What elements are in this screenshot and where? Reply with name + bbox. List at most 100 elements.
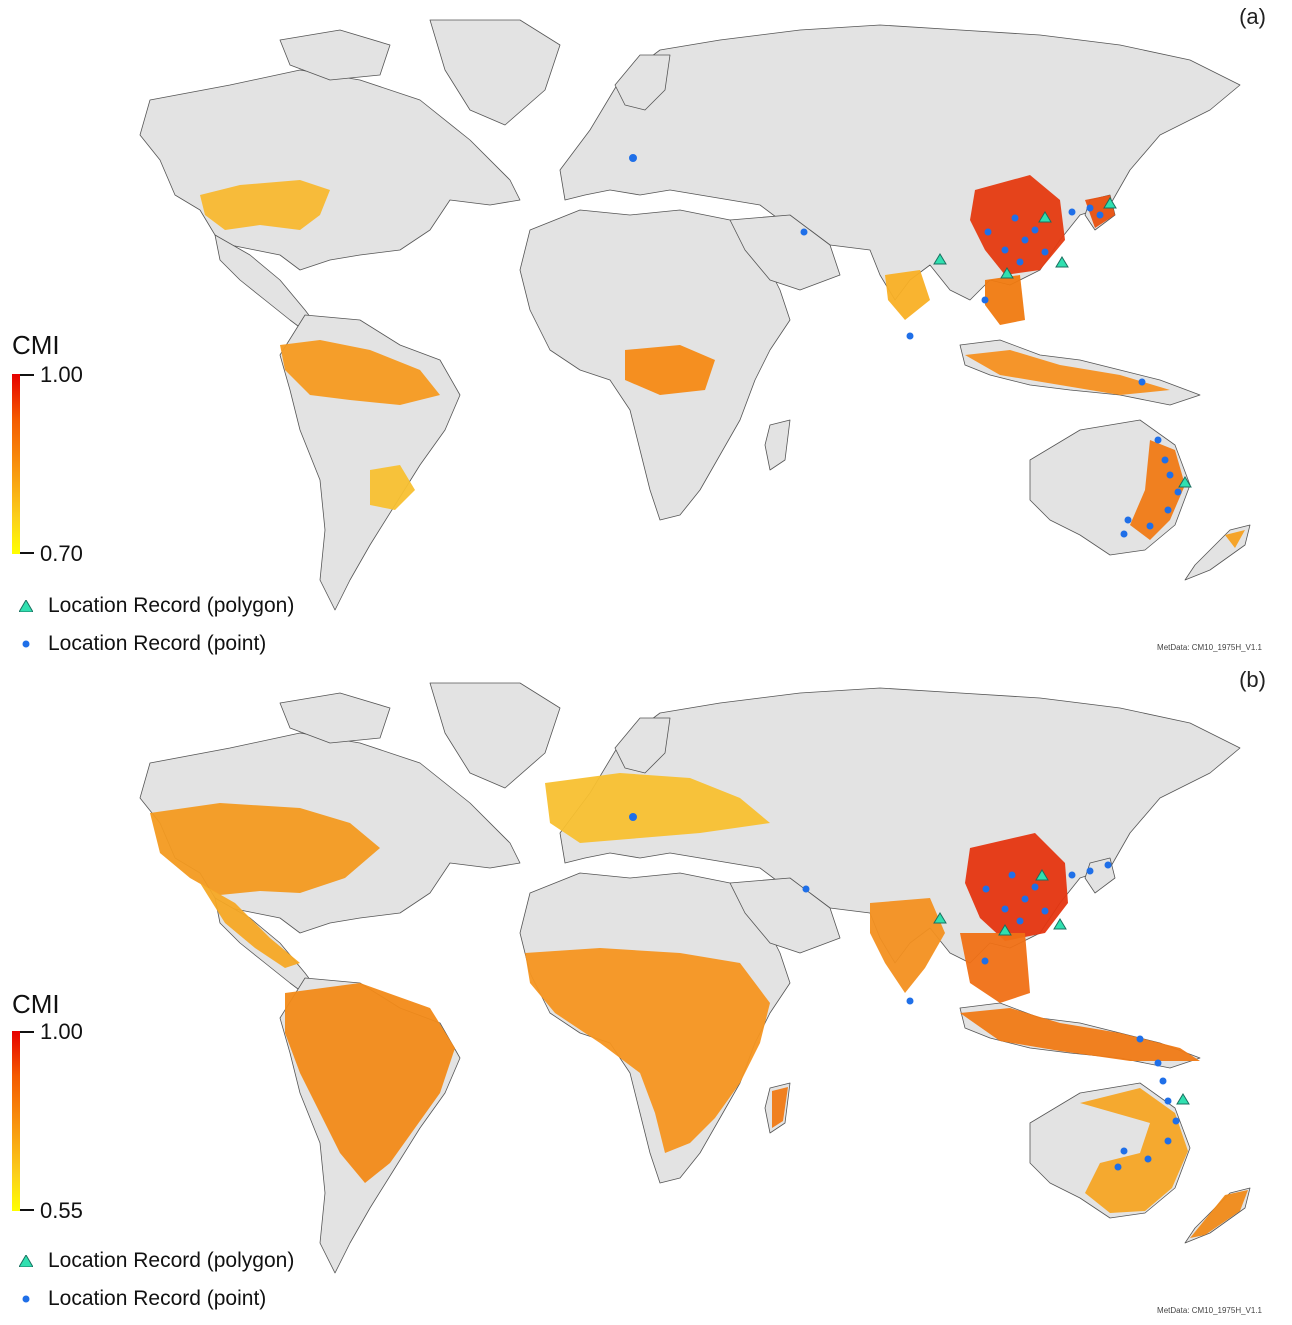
point-marker [1016,917,1024,925]
polygon-marker [1103,197,1117,209]
point-marker [1154,1059,1162,1067]
point-marker [1120,1147,1128,1155]
triangle-icon [12,600,40,612]
point-marker [981,296,989,304]
point-marker [1144,1155,1152,1163]
panel-label-a: (a) [1239,4,1266,29]
colorbar-tick-min-b [20,1209,34,1211]
cmi-area-indonesia [960,1008,1200,1061]
cmi-area-northern-sa [280,340,440,405]
point-marker [1086,204,1094,212]
polygon-marker [933,912,947,924]
legend-point-label-b: Location Record (point) [48,1287,267,1310]
polygon-marker [1035,869,1049,881]
dot-icon [12,1294,40,1304]
cmi-area-south-america [285,983,455,1183]
colorbar-tick-min-a [20,552,34,554]
cmi-suitability-areas [150,773,1248,1238]
cmi-area-india [885,270,930,320]
panel-label-b: (b) [1239,667,1266,692]
cmi-area-southeast-brazil [370,465,415,510]
metadata-label-a: MetData: CM10_1975H_V1.1 [1157,643,1262,652]
dot-icon [12,639,40,649]
colorbar-a [12,374,20,554]
landmasses [139,19,1251,611]
cmi-area-madagascar [772,1087,788,1128]
cmi-area-europe [545,773,770,843]
polygon-marker [998,924,1012,936]
colorbar-tick-max-a [20,374,34,376]
point-marker [1172,1117,1180,1125]
point-marker [1114,1163,1122,1171]
scandinavia [614,54,671,111]
cmi-area-india [870,898,945,993]
point-marker [1154,436,1162,444]
map-panel-a: (a) CMI 1.00 0.70 Location Record (polyg… [0,0,1292,662]
point-marker [1001,905,1009,913]
point-marker [1146,522,1154,530]
world-map-b [139,682,1251,1274]
point-marker [1021,895,1029,903]
scandinavia [614,717,671,774]
cmi-suitability-areas [200,175,1245,548]
location-record-polygons [933,197,1192,488]
cmi-area-australia [1080,1088,1188,1213]
cmi-area-mexico [200,883,300,968]
point-marker [1161,456,1169,464]
point-marker [981,957,989,965]
cmi-area-central-africa [625,345,715,395]
point-marker [1016,258,1024,266]
point-marker [802,885,810,893]
point-marker [629,154,637,162]
colorbar-tick-max-b [20,1031,34,1033]
point-marker [800,228,808,236]
cmi-area-usa [150,803,380,895]
colorbar-min-label-a: 0.70 [40,541,83,566]
point-marker [1136,1035,1144,1043]
madagascar [764,419,791,471]
cmi-area-east-australia [1130,440,1185,540]
point-marker [984,228,992,236]
point-marker [1021,236,1029,244]
point-marker [1001,246,1009,254]
point-marker [982,885,990,893]
point-marker [1041,248,1049,256]
cmi-area-southeast-asia [960,933,1030,1003]
colorbar-max-label-b: 1.00 [40,1019,83,1044]
point-marker [1124,516,1132,524]
point-marker [1068,208,1076,216]
point-marker [1086,867,1094,875]
greenland [429,682,561,789]
point-marker [1164,506,1172,514]
legend-item-polygon-a: Location Record (polygon) [12,594,294,618]
point-marker [1096,211,1104,219]
point-marker [1041,907,1049,915]
cmi-area-new-zealand [1190,1190,1248,1238]
legend-title-b: CMI [12,989,60,1019]
cmi-area-new-zealand [1225,530,1245,548]
point-marker [1031,883,1039,891]
point-marker [629,813,637,821]
legend-polygon-label-b: Location Record (polygon) [48,1249,295,1272]
point-marker [1011,214,1019,222]
legend-item-point-b: Location Record (point) [12,1287,266,1311]
cmi-area-usa [200,180,330,230]
point-marker [1164,1097,1172,1105]
polygon-marker [933,253,947,265]
metadata-label-b: MetData: CM10_1975H_V1.1 [1157,1306,1262,1315]
colorbar-min-label-b: 0.55 [40,1198,83,1223]
point-marker [1068,871,1076,879]
polygon-marker [1053,918,1067,930]
triangle-icon [12,1255,40,1267]
cmi-area-china [965,833,1068,941]
point-marker [1164,1137,1172,1145]
arabia [729,877,841,954]
point-marker [1031,226,1039,234]
polygon-marker [1176,1093,1190,1105]
legend-item-point-a: Location Record (point) [12,632,266,656]
polygon-marker [1038,211,1052,223]
polygon-marker [1178,476,1192,488]
world-map-a [139,19,1251,611]
arctic-islands [279,29,391,81]
arabia [729,214,841,291]
